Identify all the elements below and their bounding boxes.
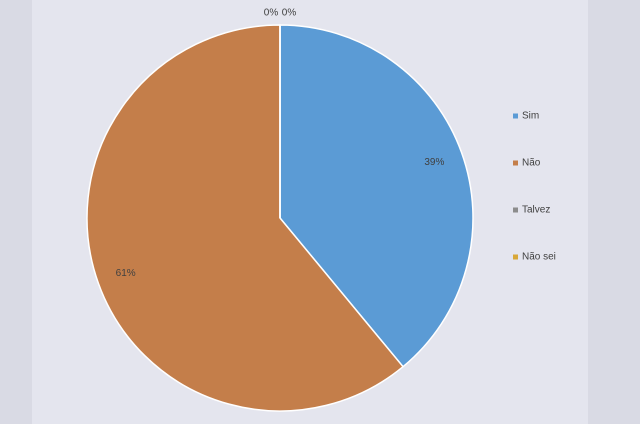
legend-label: Não (522, 158, 541, 169)
pie-slice (279, 24, 474, 368)
legend-label: Sim (522, 111, 539, 122)
data-label: 39% (424, 157, 444, 168)
data-label: 0% (264, 8, 279, 19)
legend-label: Não sei (522, 252, 556, 263)
legend-swatch (513, 207, 518, 213)
legend-swatch (513, 160, 518, 166)
data-label: 61% (116, 268, 136, 279)
pie-slice (86, 24, 405, 412)
legend-swatch (513, 113, 518, 119)
data-label: 0% (282, 8, 297, 19)
legend-label: Talvez (522, 205, 550, 216)
legend-swatch (513, 254, 518, 260)
